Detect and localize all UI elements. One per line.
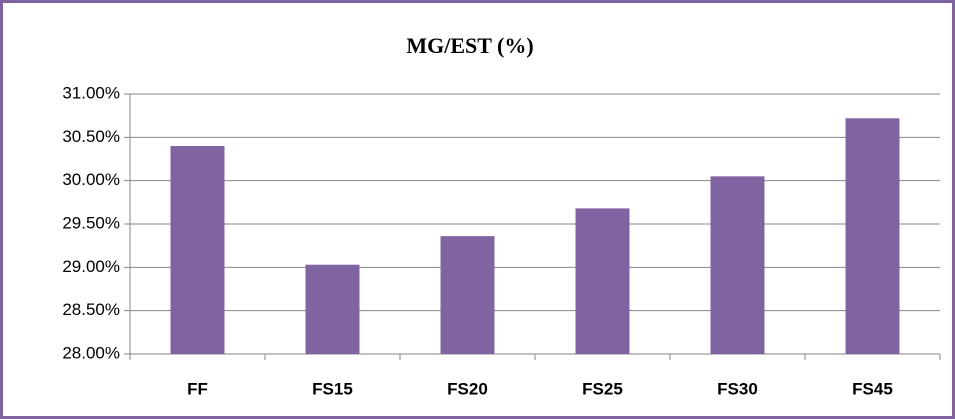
- bar: [575, 208, 630, 354]
- bar: [440, 236, 495, 354]
- x-tick-label: FS45: [852, 379, 893, 398]
- x-tick-label: FS25: [582, 379, 623, 398]
- x-tick-label: FS15: [312, 379, 353, 398]
- chart-title: MG/EST (%): [406, 33, 533, 58]
- bar: [305, 264, 360, 354]
- bar: [710, 176, 765, 354]
- y-tick-label: 31.00%: [62, 83, 120, 102]
- x-tick-label: FS20: [447, 379, 488, 398]
- bar: [845, 118, 900, 355]
- x-tick-label: FF: [187, 379, 208, 398]
- y-tick-label: 30.50%: [62, 127, 120, 146]
- y-tick-label: 29.00%: [62, 257, 120, 276]
- bar: [170, 146, 225, 354]
- y-tick-label: 30.00%: [62, 170, 120, 189]
- x-tick-label: FS30: [717, 379, 758, 398]
- y-tick-label: 29.50%: [62, 213, 120, 232]
- y-tick-label: 28.00%: [62, 343, 120, 362]
- y-tick-label: 28.50%: [62, 300, 120, 319]
